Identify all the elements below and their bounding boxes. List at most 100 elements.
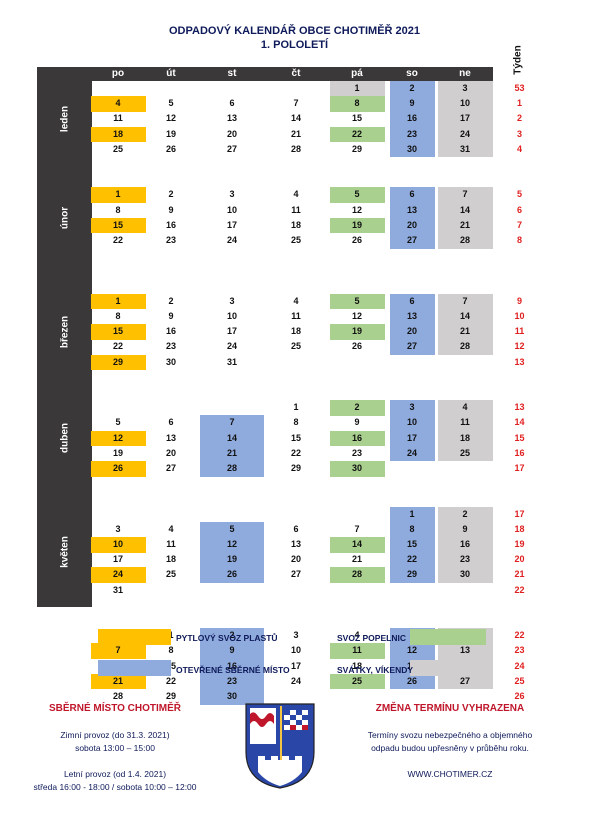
day-cell: 2 [354, 402, 360, 413]
day-cell-bg [329, 96, 385, 112]
day-cell: 30 [351, 463, 362, 473]
day-cell: 10 [406, 417, 417, 428]
day-cell-bg [389, 430, 435, 447]
day-cell: 11 [352, 645, 362, 656]
legend-swatch-sberne [98, 660, 171, 676]
day-cell-bg [389, 506, 435, 523]
day-cell: 27 [226, 143, 237, 154]
note-line-2: odpadu budou upřesněny v průběhu roku. [371, 743, 529, 753]
legend-swatch-plasty [98, 629, 171, 645]
legend-swatch-popelnice [410, 629, 486, 645]
summer-hours: středa 16:00 - 18:00 / sobota 10:00 – 12… [33, 782, 197, 792]
day-cell-bg [389, 445, 435, 462]
month-sidebar [37, 81, 92, 607]
legend-label-plasty: PYTLOVÝ SVOZ PLASTŮ [176, 633, 278, 643]
day-cell: 5 [229, 523, 235, 534]
day-cell: 21 [290, 128, 301, 139]
day-cell-bg [437, 339, 493, 356]
day-cell: 10 [226, 204, 237, 215]
day-cell-bg [389, 309, 435, 325]
day-cell: 18 [290, 326, 301, 337]
week-number: 12 [514, 341, 525, 352]
winter-hours: sobota 13:00 – 15:00 [75, 743, 155, 753]
day-cell: 2 [168, 189, 174, 200]
winter-label: Zimní provoz (do 31.3. 2021) [60, 730, 170, 740]
day-cell: 13 [226, 113, 237, 124]
day-cell: 3 [229, 295, 235, 306]
day-cell: 11 [460, 417, 470, 428]
day-cell: 3 [462, 83, 468, 93]
day-cell-bg [437, 430, 493, 447]
week-column-header: Týden [512, 45, 524, 75]
day-cell: 15 [290, 432, 301, 443]
day-cell-bg [329, 126, 385, 143]
week-number: 11 [514, 326, 525, 337]
day-cell-bg [437, 521, 493, 538]
website-link[interactable]: WWW.CHOTIMER.CZ [407, 769, 493, 779]
day-cell: 31 [226, 356, 237, 367]
day-cell-bg [329, 461, 385, 477]
day-cell-bg [329, 187, 385, 204]
day-cell-bg [90, 430, 146, 447]
week-number: 4 [516, 143, 522, 154]
day-cell-bg [437, 309, 493, 325]
day-cell-bg [200, 552, 264, 568]
month-name: leden [59, 105, 70, 133]
day-cell-bg [200, 673, 264, 690]
day-cell-bg [389, 141, 435, 158]
day-cell-bg [90, 537, 146, 553]
day-cell: 20 [226, 128, 237, 139]
day-cell: 13 [290, 539, 301, 549]
week-number: 24 [514, 660, 525, 671]
day-cell: 7 [354, 523, 360, 534]
weekday-header-4: pá [351, 68, 363, 79]
day-cell-bg [389, 537, 435, 553]
day-cell: 29 [165, 691, 176, 701]
day-cell-bg [437, 552, 493, 568]
day-cell-bg [200, 521, 264, 538]
weekday-header-0: po [111, 68, 125, 79]
day-cell-bg [389, 96, 435, 112]
day-cell: 28 [226, 463, 237, 473]
day-cell: 16 [459, 539, 470, 549]
day-cell-bg [437, 202, 493, 219]
day-cell: 23 [406, 128, 417, 139]
day-cell: 25 [459, 447, 470, 458]
day-cell: 14 [459, 311, 470, 321]
day-cell: 19 [165, 128, 176, 139]
day-cell-bg [389, 202, 435, 219]
day-cell-bg [329, 217, 385, 234]
week-number: 20 [514, 554, 525, 565]
day-cell-bg [389, 643, 435, 660]
week-number: 22 [514, 584, 525, 595]
change-reserved-title: ZMĚNA TERMÍNU VYHRAZENA [375, 703, 525, 714]
day-cell-bg [389, 126, 435, 143]
day-cell: 6 [409, 295, 415, 306]
legend-label-svatky: SVÁTKY, VÍKENDY [337, 665, 414, 675]
day-cell-bg [437, 643, 493, 660]
page-title: ODPADOVÝ KALENDÁŘ OBCE CHOTIMĚŘ 2021 [169, 25, 420, 37]
day-cell-bg [437, 96, 493, 112]
day-cell: 24 [226, 235, 237, 245]
day-cell: 30 [459, 569, 470, 580]
legend-label-popelnice: SVOZ POPELNIC [337, 633, 406, 643]
day-cell: 2 [462, 508, 468, 519]
day-cell-bg [437, 233, 493, 249]
day-cell: 7 [115, 645, 121, 656]
day-cell-bg [437, 187, 493, 204]
day-cell: 7 [462, 295, 468, 306]
day-cell-bg [200, 430, 264, 447]
day-cell: 26 [406, 675, 417, 686]
day-cell-bg [437, 141, 493, 158]
day-cell: 12 [351, 311, 362, 321]
day-cell-bg [389, 233, 435, 249]
day-cell: 6 [293, 523, 299, 534]
day-cell: 25 [290, 235, 301, 245]
day-cell-bg [90, 96, 146, 112]
day-cell: 16 [226, 660, 237, 671]
day-cell-bg [329, 430, 385, 447]
day-cell: 21 [112, 675, 123, 686]
day-cell: 11 [291, 311, 301, 321]
day-cell: 28 [290, 143, 301, 154]
day-cell: 12 [112, 432, 123, 443]
